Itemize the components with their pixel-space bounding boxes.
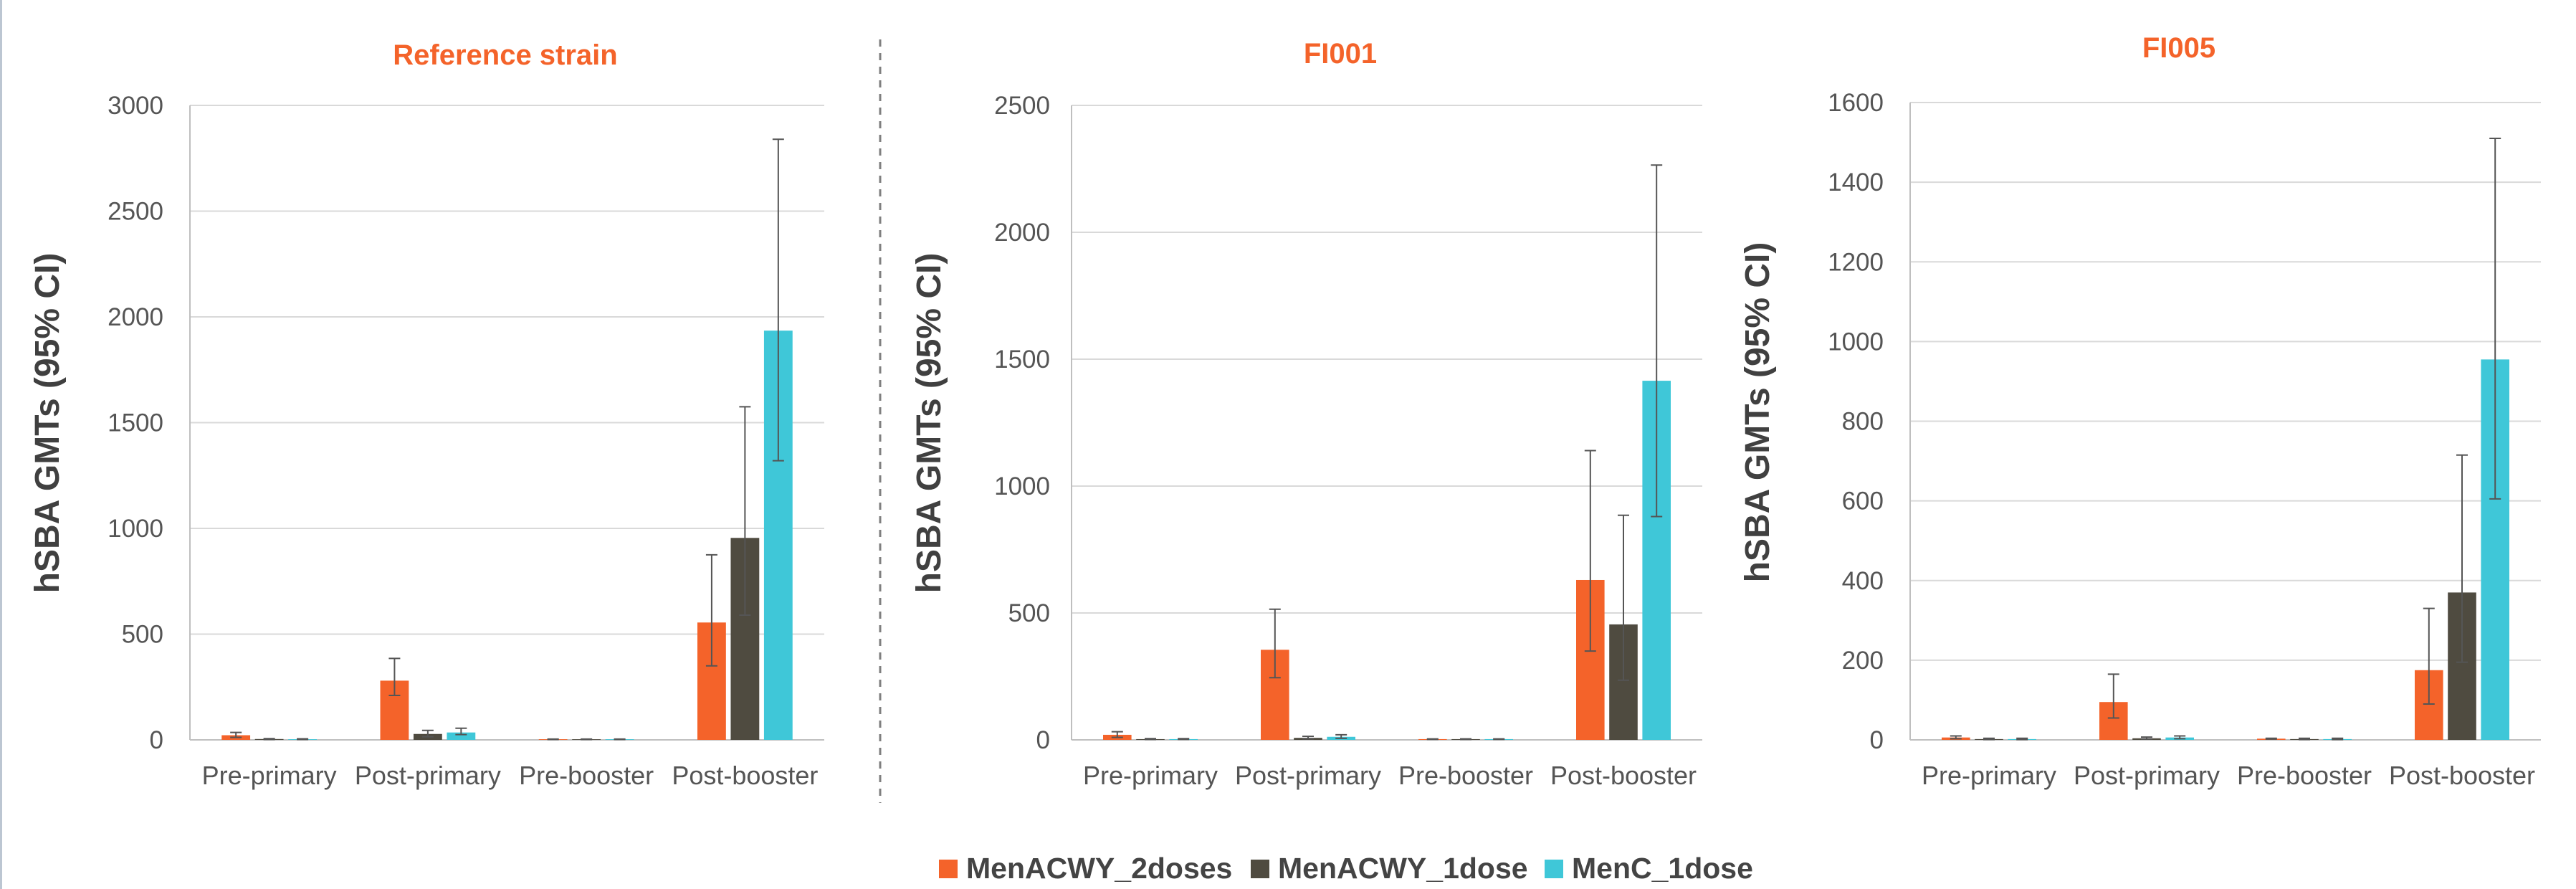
x-tick-label: Pre-primary: [1083, 761, 1218, 790]
x-tick-label: Post-primary: [1235, 761, 1381, 790]
y-tick-label: 800: [1842, 408, 1884, 436]
x-tick-label: Pre-booster: [2237, 761, 2372, 790]
y-tick-label: 500: [122, 621, 163, 649]
x-tick-label: Pre-booster: [1398, 761, 1533, 790]
y-tick-label: 3000: [108, 92, 163, 120]
x-tick-label: Post-primary: [2074, 761, 2220, 790]
x-tick-label: Post-booster: [1550, 761, 1697, 790]
y-tick-label: 200: [1842, 647, 1884, 675]
legend-swatch: [939, 860, 958, 878]
legend-swatch: [1251, 860, 1269, 878]
y-tick-label: 0: [1036, 726, 1050, 754]
x-tick-label: Post-booster: [672, 761, 818, 790]
y-tick-label: 2500: [108, 198, 163, 226]
chart-title: FI005: [2142, 32, 2215, 64]
legend: MenACWY_2doses MenACWY_1dose MenC_1dose: [939, 852, 1753, 885]
y-tick-label: 0: [150, 726, 163, 754]
page-left-border: [0, 0, 2, 889]
legend-label: MenACWY_2doses: [966, 852, 1232, 885]
y-tick-label: 2000: [994, 219, 1050, 247]
x-tick-label: Pre-booster: [519, 761, 654, 790]
y-tick-label: 1500: [108, 409, 163, 437]
x-tick-label: Post-primary: [355, 761, 501, 790]
x-tick-label: Pre-primary: [202, 761, 337, 790]
y-tick-label: 400: [1842, 567, 1884, 595]
bar: [447, 732, 476, 740]
y-tick-label: 600: [1842, 488, 1884, 515]
chart-0: 0 500 1000 1500 2000 2500 3000 Reference strain…: [29, 39, 824, 790]
y-axis-label: hSBA GMTs (95% CI): [910, 253, 948, 594]
legend-swatch: [1545, 860, 1563, 878]
y-tick-label: 1500: [994, 346, 1050, 374]
y-tick-label: 1000: [108, 515, 163, 543]
y-tick-label: 2000: [108, 303, 163, 331]
y-tick-label: 1600: [1828, 89, 1884, 117]
legend-label: MenC_1dose: [1572, 852, 1753, 885]
chart-title: Reference strain: [393, 39, 617, 71]
y-tick-label: 500: [1008, 599, 1050, 627]
y-tick-label: 1200: [1828, 248, 1884, 276]
x-tick-label: Post-booster: [2389, 761, 2535, 790]
y-axis-label: hSBA GMTs (95% CI): [29, 253, 67, 594]
y-axis-label: hSBA GMTs (95% CI): [1739, 242, 1777, 583]
chart-2: 0 200 400 600 800 1000 1200 1400 1600 FI005 hSBA G…: [1739, 32, 2541, 790]
y-tick-label: 1400: [1828, 168, 1884, 196]
y-tick-label: 0: [1870, 726, 1884, 754]
y-tick-label: 1000: [1828, 328, 1884, 356]
legend-label: MenACWY_1dose: [1278, 852, 1528, 885]
chart-title: FI001: [1304, 38, 1377, 70]
y-tick-label: 1000: [994, 472, 1050, 500]
x-tick-label: Pre-primary: [1922, 761, 2056, 790]
chart-1: 0 500 1000 1500 2000 2500 FI001 hSBA GMTs (95% …: [910, 38, 1702, 790]
y-tick-label: 2500: [994, 92, 1050, 120]
